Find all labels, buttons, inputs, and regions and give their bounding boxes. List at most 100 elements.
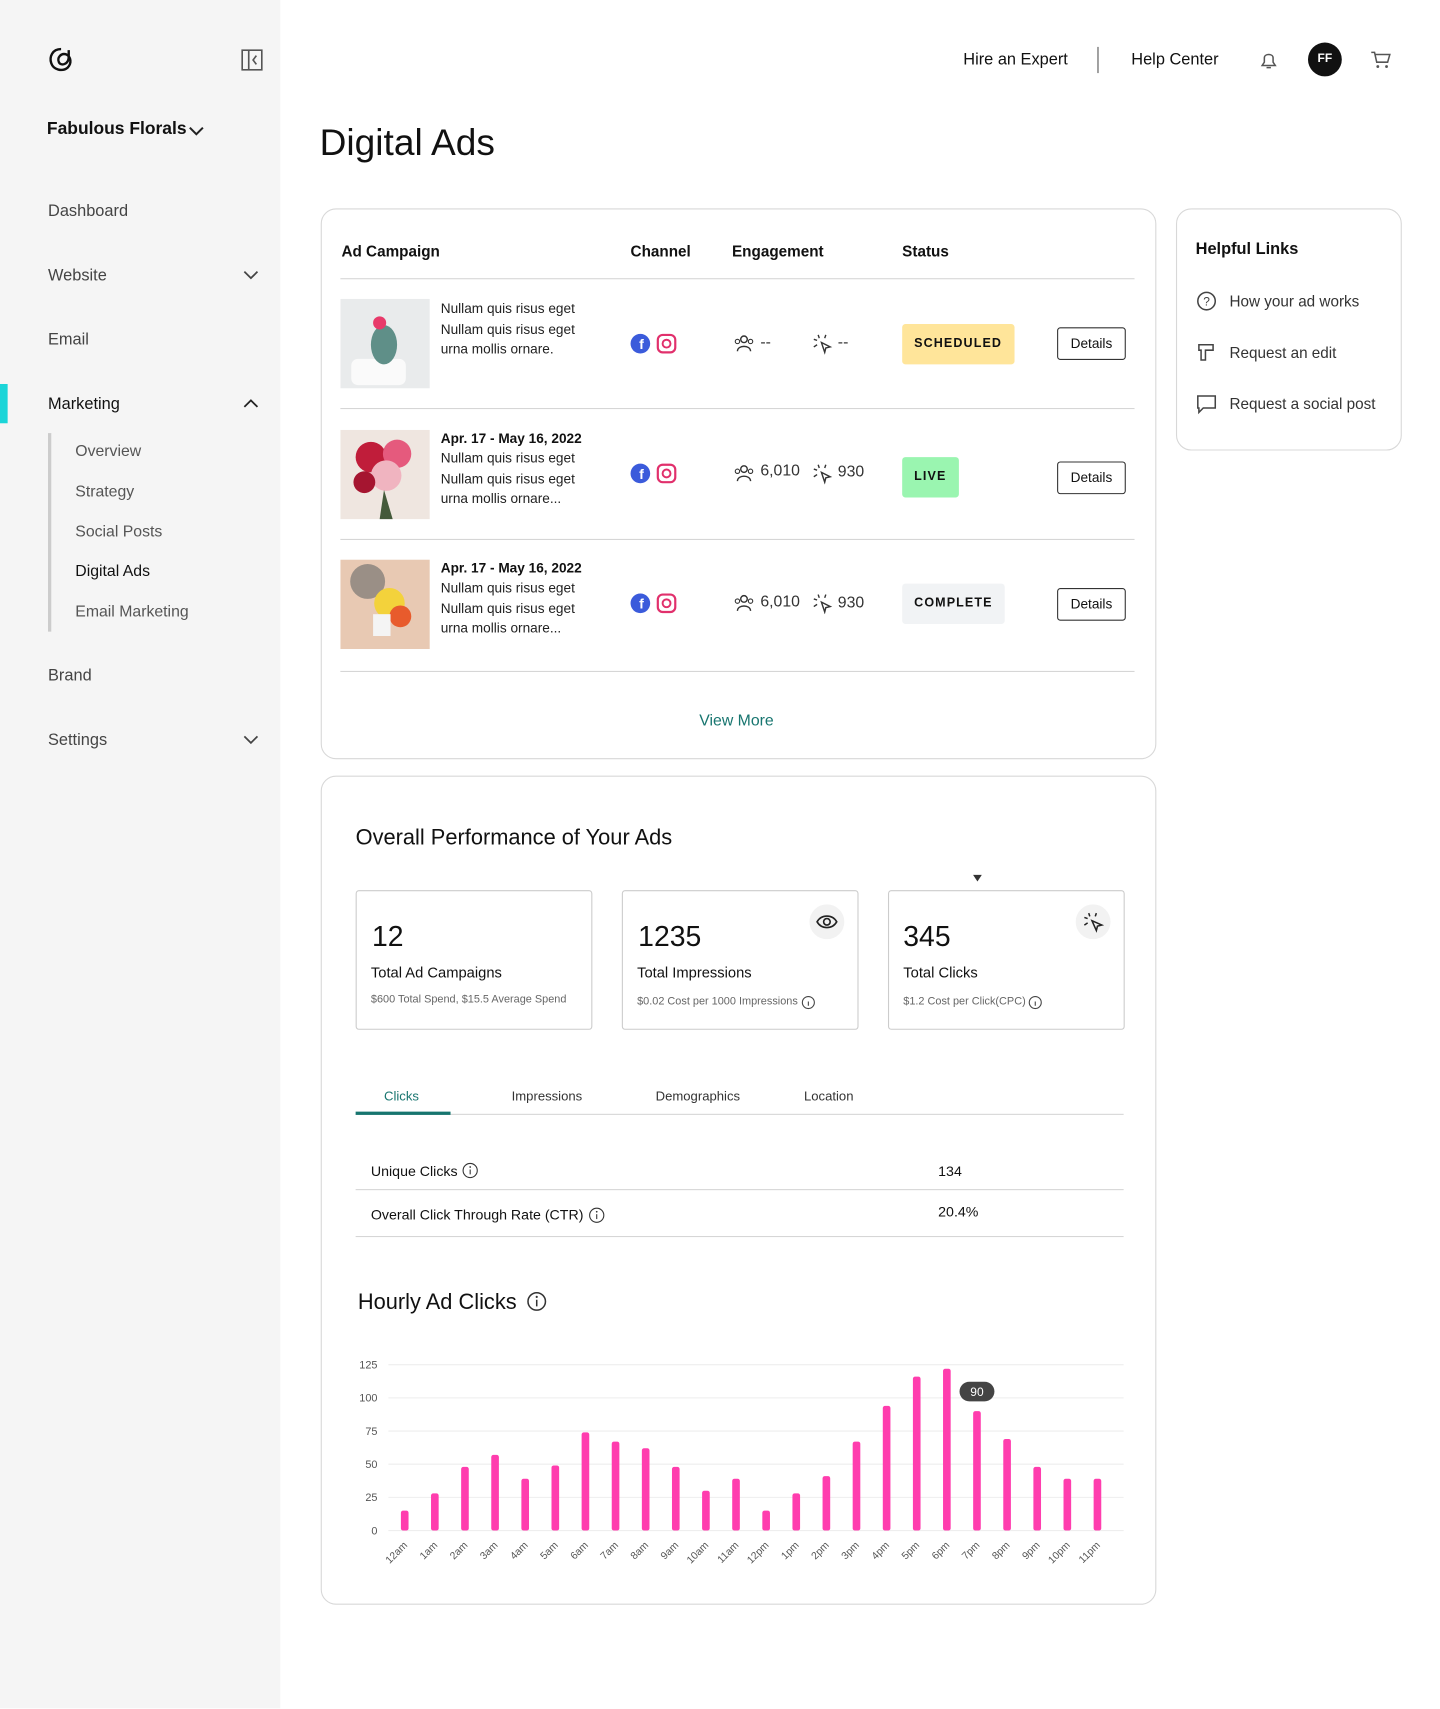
channel-icons: f [630,333,677,354]
divider [355,1235,1124,1238]
divider [355,1189,1124,1191]
x-tick-label: 1pm [780,1540,802,1562]
status-badge: COMPLETE [902,583,1005,624]
bar [671,1466,680,1531]
stat-card [355,890,593,1030]
nav-item[interactable]: Marketing [47,394,120,414]
help-link[interactable]: How your ad works [1229,292,1360,310]
nav-item[interactable]: Brand [47,666,92,686]
chevron[interactable] [242,733,259,746]
header-link[interactable]: Hire an Expert [963,50,1068,69]
y-tick-label: 0 [371,1525,377,1537]
info-icon[interactable] [526,1291,548,1313]
submenu-line [47,433,52,632]
bar [852,1441,861,1531]
help-link[interactable]: Request a social post [1229,394,1376,413]
submenu-item[interactable]: Overview [75,442,142,461]
stat-label: Total Clicks [903,964,978,981]
card-title: Helpful Links [1195,239,1299,259]
info-icon[interactable] [461,1162,478,1179]
chevron[interactable] [242,268,259,281]
stat-value: 1235 [638,919,702,953]
reach: 6,010 [760,593,800,611]
campaign-date: Apr. 17 - May 16, 2022 [440,430,582,447]
reach: 6,010 [760,462,800,480]
chevron[interactable] [242,397,259,410]
bar [1093,1478,1102,1531]
info-icon[interactable] [588,1207,605,1224]
x-tick-label: 7pm [960,1540,982,1562]
x-tick-label: 11am [716,1540,742,1566]
collapse-icon[interactable] [241,49,263,71]
x-tick-label: 7am [599,1540,621,1562]
stat-note: $1.2 Cost per Click(CPC) [903,995,1026,1008]
svg-text:f: f [639,597,644,613]
bar [912,1376,921,1531]
metric-value: 134 [938,1162,962,1180]
stat-label: Total Impressions [637,964,752,981]
clicks: -- [837,333,849,352]
reach-icon [734,594,754,612]
x-tick-label: 12am [384,1540,410,1566]
campaign-card [320,208,1157,760]
cart-icon[interactable] [1370,50,1392,70]
submenu-item[interactable]: Social Posts [75,523,163,542]
tab[interactable]: Demographics [655,1088,741,1104]
tooltip [959,1381,995,1402]
sidebar: Fabulous Florals Dashboard Website Email… [0,0,281,1709]
bar [1063,1478,1072,1531]
view-more-link[interactable]: View More [699,712,774,730]
nav-item[interactable]: Website [47,266,107,285]
svg-text:f: f [639,337,644,353]
bar [882,1405,891,1531]
info-icon[interactable] [1028,995,1043,1010]
x-tick-label: 3am [478,1540,500,1562]
campaign-text: Nullam quis risus eget Nullam quis risus… [440,580,575,636]
divider [1097,46,1099,74]
bar-chart: 0 25 50 75 100 125 12am 1am 2am 3am 4am 5am 6am 7am 8a… [359,1360,1124,1566]
y-tick-label: 100 [359,1393,377,1405]
bar [611,1441,620,1531]
caret [973,874,982,882]
section-title: Overall Performance of Your Ads [355,825,673,850]
brand-name[interactable]: Fabulous Florals [46,119,187,139]
x-tick-label: 10pm [1047,1540,1073,1566]
bar [762,1510,770,1531]
details-button[interactable]: Details [1057,587,1126,621]
bar [400,1510,409,1531]
x-tick-label: 6pm [930,1540,952,1562]
x-tick-label: 5pm [900,1540,922,1562]
logo[interactable] [47,46,75,74]
submenu-item[interactable]: Email Marketing [75,603,189,621]
x-tick-label: 12pm [745,1540,771,1566]
bar [1003,1439,1011,1531]
x-tick-label: 6am [569,1540,591,1562]
avatar[interactable]: FF [1307,42,1342,77]
details-button[interactable]: Details [1057,461,1126,495]
header-link[interactable]: Help Center [1131,50,1219,69]
bell-icon[interactable] [1259,49,1279,71]
tab[interactable]: Impressions [511,1088,583,1104]
nav-item[interactable]: Dashboard [47,201,129,221]
help-link[interactable]: Request an edit [1229,343,1337,362]
tab[interactable]: Clicks [383,1088,419,1104]
details-button[interactable]: Details [1057,327,1126,360]
info-icon[interactable] [801,995,816,1010]
edit-icon [1198,343,1214,361]
nav-item[interactable]: Email [47,330,89,350]
x-tick-label: 8pm [990,1540,1012,1562]
bar [973,1411,981,1531]
y-tick-label: 50 [365,1459,377,1471]
bar [732,1478,740,1531]
x-tick-label: 9am [659,1540,681,1562]
bar [792,1493,801,1531]
submenu-item[interactable]: Strategy [75,483,135,501]
submenu-item[interactable]: Digital Ads [75,562,151,581]
channel-icons: f [630,463,677,484]
y-tick-label: 75 [365,1426,377,1438]
nav-item[interactable]: Settings [47,730,108,750]
reach-icon [734,465,754,482]
chevron[interactable] [188,123,205,138]
tab[interactable]: Location [803,1088,854,1104]
active-tab-underline [355,1111,451,1115]
